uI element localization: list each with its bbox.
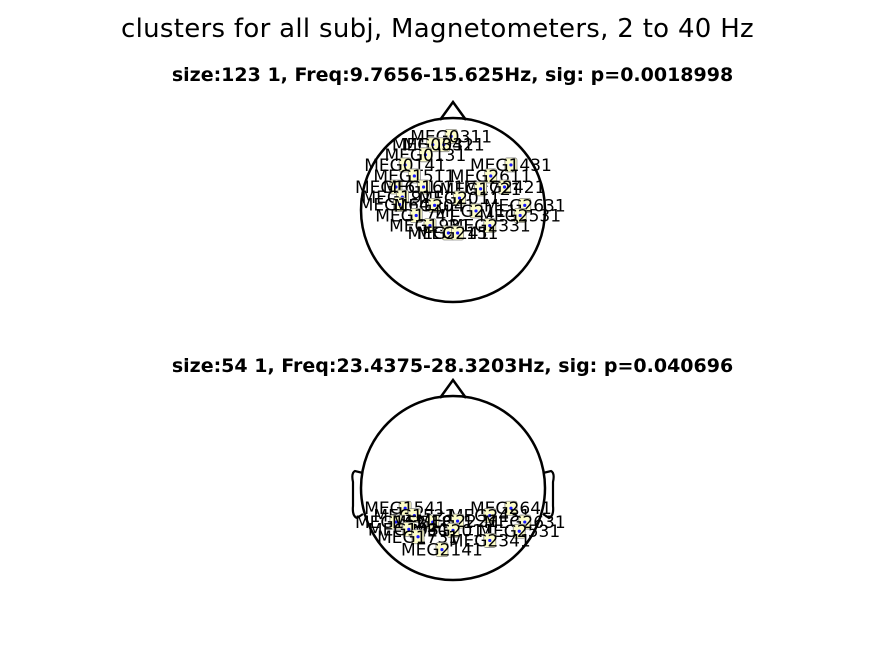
sensor-label: MEG2151	[417, 224, 499, 244]
sensor-label: MEG0141	[364, 156, 446, 176]
sensor-dot	[523, 520, 527, 524]
left-ear-outline	[351, 469, 364, 520]
sensor-label: MEG2011	[412, 521, 494, 541]
sensor-dot	[412, 174, 416, 178]
sensor-dot	[440, 548, 444, 552]
sensor-dot	[489, 174, 493, 178]
figure-title: clusters for all subj, Magnetometers, 2 …	[120, 14, 755, 44]
sensor-dot	[431, 520, 435, 524]
sensor-label: MEG2111	[435, 202, 517, 222]
sensor-dot	[474, 209, 478, 213]
sensor-dot	[414, 213, 418, 218]
sensor-label: MEG2631	[484, 196, 566, 216]
sensor-dot	[403, 163, 407, 167]
sensor-label: MEG2431	[449, 507, 531, 527]
panel-1-title: size:123 1, Freq:9.7656-15.625Hz, sig: p…	[171, 64, 734, 86]
panel-2-head: MEG1541 MEG2641MEG1521MEG2431MEG1621MEG18…	[351, 377, 566, 582]
sensor-dot	[394, 520, 398, 524]
sensor-dot	[449, 134, 453, 138]
right-ear-outline	[542, 469, 555, 520]
nose-outline	[438, 99, 468, 121]
sensor-label: MEG2531	[478, 522, 560, 542]
sensor-dot	[394, 185, 398, 189]
head-outline	[359, 116, 547, 304]
sensor-dot	[421, 185, 426, 189]
sensor-dot	[412, 514, 416, 518]
head-outline	[359, 394, 547, 582]
sensor-dot	[488, 224, 492, 228]
sensor-label: MEG1741	[375, 207, 457, 227]
sensor-label: MEG2141	[401, 541, 483, 561]
sensor-label: MEG2341	[449, 531, 531, 551]
sensor-dot	[446, 231, 450, 235]
sensor-dot	[479, 187, 483, 191]
sensor-label: MEG1621	[355, 178, 437, 198]
sensor-dot	[457, 196, 462, 200]
sensor-dot	[517, 529, 521, 533]
sensor-dot	[451, 528, 455, 532]
sensor-label: MEG2331	[449, 217, 531, 237]
sensor-dot	[433, 203, 437, 207]
sensor-dot	[416, 535, 420, 539]
sensor-dot	[442, 143, 446, 147]
panel-2-title: size:54 1, Freq:23.4375-28.3203Hz, sig: …	[171, 355, 734, 377]
nose-outline	[438, 377, 468, 399]
sensor-label: MEG1541	[364, 499, 446, 519]
sensor-dot	[509, 506, 513, 510]
sensor-dot	[509, 163, 513, 167]
sensor-dot	[523, 203, 527, 207]
sensor-label: MEG2531	[479, 207, 561, 227]
sensor-dot	[403, 506, 407, 510]
sensor-dot	[407, 527, 411, 532]
sensor-label: MEG2141	[407, 224, 489, 244]
sensor-label: MEG2611	[450, 167, 532, 187]
sensor-label: MEG2631	[484, 513, 566, 533]
sensor-dot	[488, 538, 492, 543]
sensor-dot	[488, 514, 492, 518]
sensor-label: MEG1621	[355, 513, 437, 533]
sensor-dot	[398, 202, 402, 207]
sensor-dot	[518, 213, 522, 218]
sensor-dot	[428, 224, 432, 228]
sensor-label: MEG2221	[417, 512, 499, 532]
sensor-label: MEG0341	[392, 136, 474, 156]
sensor-dot	[431, 143, 435, 147]
sensor-dot	[502, 185, 507, 189]
sensor-dot	[456, 231, 460, 235]
sensor-dot	[423, 153, 427, 157]
sensor-label: MEG1931	[368, 520, 450, 540]
sensor-dot	[456, 519, 460, 523]
